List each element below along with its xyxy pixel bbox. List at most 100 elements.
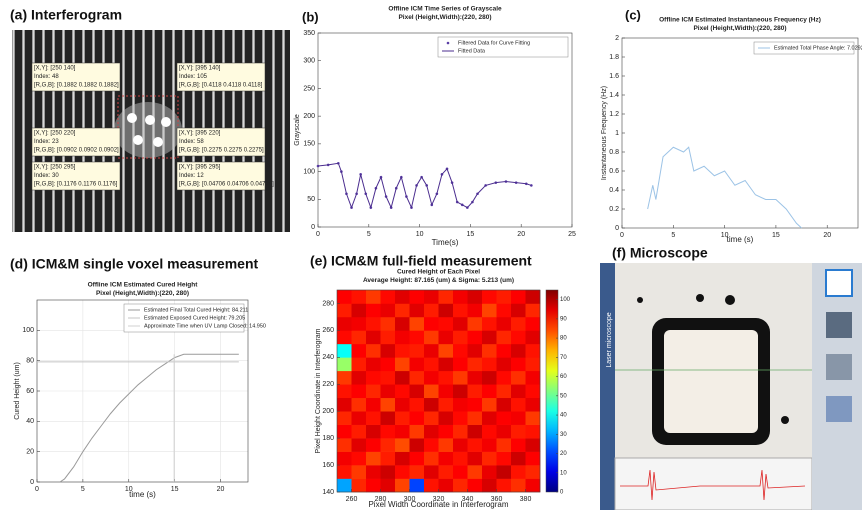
heatmap-cell	[395, 343, 410, 358]
heatmap-cell	[482, 384, 497, 399]
heatmap-cell	[453, 478, 468, 493]
x-tick-label: 360	[491, 496, 503, 503]
cured-interior	[664, 330, 758, 433]
y-tick-label: 140	[322, 489, 334, 496]
heatmap-cell	[511, 370, 526, 385]
heatmap-cell	[337, 384, 352, 399]
heatmap-cell	[351, 465, 367, 479]
heatmap-cell	[366, 303, 381, 318]
heatmap-cell	[482, 478, 497, 493]
legend-label: Estimated Exposed Cured Height: 79.205	[144, 315, 245, 321]
heatmap-cell	[438, 411, 454, 425]
plot-frame	[36, 299, 249, 483]
datatip-text: [X,Y]: [395 140]	[179, 66, 221, 72]
heatmap-cell	[511, 357, 526, 372]
y-tick-label: 20	[26, 449, 34, 456]
heatmap-cell	[453, 370, 468, 385]
heatmap-cell	[438, 357, 454, 372]
data-line	[59, 353, 239, 483]
y-tick-label: 250	[303, 85, 315, 92]
colorbar-tick-label: 40	[560, 413, 567, 419]
datatip-text: [R,G,B]: [0.2275 0.2275 0.2275]	[179, 148, 264, 154]
colorbar-tick-label: 30	[560, 432, 567, 438]
colorbar-tick-label: 90	[560, 316, 567, 322]
heatmap-cell	[511, 411, 526, 425]
side-bar	[600, 263, 615, 510]
heatmap-cell	[453, 465, 468, 479]
heatmap-cell	[496, 384, 512, 399]
heatmap-cell	[511, 478, 526, 493]
heatmap-cell	[496, 451, 512, 466]
heatmap-cell	[395, 478, 410, 493]
datatip-text: [X,Y]: [395 220]	[179, 131, 221, 137]
x-tick-label: 25	[568, 231, 576, 238]
x-tick-label: 10	[416, 231, 424, 238]
legend-symbol	[446, 41, 450, 45]
heatmap-cell	[511, 438, 526, 452]
heatmap-cell	[453, 438, 468, 452]
heatmap-cell	[496, 303, 512, 318]
heatmap-cell	[496, 343, 512, 358]
heatmap-cell	[511, 397, 526, 412]
heatmap-cell	[525, 438, 541, 452]
colorbar	[545, 289, 559, 493]
heatmap-cell	[496, 411, 512, 425]
y-tick-label: 220	[322, 381, 334, 388]
particle	[637, 297, 643, 303]
y-axis-label: Pixel Height Coordinate in Interferogram	[315, 328, 322, 453]
fringe-spot	[133, 135, 143, 145]
heatmap-cell	[525, 411, 541, 425]
heatmap-cell	[351, 343, 367, 358]
heatmap-cell	[438, 478, 454, 493]
tool-icon	[826, 354, 852, 380]
heatmap-cell	[424, 316, 439, 331]
datatip-box	[31, 161, 121, 191]
heatmap-cell	[395, 451, 410, 466]
colorbar-tick-label: 100	[560, 297, 571, 303]
datatips: [X,Y]: [250 140] Index: 48 [R,G,B]: [0.188…	[31, 62, 274, 191]
heatmap-cell	[380, 451, 396, 466]
x-tick-label: 5	[81, 486, 85, 493]
x-tick-label: 320	[433, 496, 445, 503]
heatmap-cell	[380, 438, 396, 452]
y-tick-label: 180	[322, 435, 334, 442]
heatmap-cell	[467, 290, 483, 304]
heatmap-cell	[395, 357, 410, 372]
heatmap-cell	[438, 424, 454, 439]
heatmap-cell	[525, 303, 541, 318]
heatmap-cell	[409, 384, 425, 399]
panel-label: (c)	[625, 7, 641, 22]
y-tick-label: 300	[303, 58, 315, 65]
x-tick-label: 20	[517, 231, 525, 238]
x-tick-label: 380	[520, 496, 532, 503]
heatmap-cell	[409, 357, 425, 372]
heatmap-cell	[380, 357, 396, 372]
y-tick-label: 100	[303, 168, 315, 175]
heatmap-cell	[424, 370, 439, 385]
heatmap-cell	[467, 316, 483, 331]
datatip-text: [R,G,B]: [0.0902 0.0902 0.0902]	[34, 148, 119, 154]
plot-frame	[317, 32, 573, 228]
panel-label: (a) Interferogram	[10, 7, 122, 23]
heatmap-cell	[453, 424, 468, 439]
heatmap-cell	[525, 397, 541, 412]
heatmap-cell	[511, 451, 526, 466]
heatmap-cell	[453, 303, 468, 318]
heatmap-cell	[482, 424, 497, 439]
heatmap-cell	[351, 384, 367, 399]
heatmap-cell	[380, 465, 396, 479]
heatmap-cell	[511, 465, 526, 479]
heatmap-cell	[380, 411, 396, 425]
heatmap-cell	[467, 330, 483, 345]
heatmap-cell	[496, 424, 512, 439]
heatmap-cell	[395, 370, 410, 385]
heatmap-cell	[351, 411, 367, 425]
heatmap-cell	[395, 411, 410, 425]
heatmap-cell	[467, 303, 483, 318]
heatmap-cell	[453, 357, 468, 372]
heatmap-cell	[467, 397, 483, 412]
heatmap-cell	[409, 438, 425, 452]
y-tick-label: 100	[22, 327, 34, 334]
datatip-text: [R,G,B]: [0.4118 0.4118 0.4118]	[179, 83, 263, 89]
heatmap-cell	[409, 370, 425, 385]
